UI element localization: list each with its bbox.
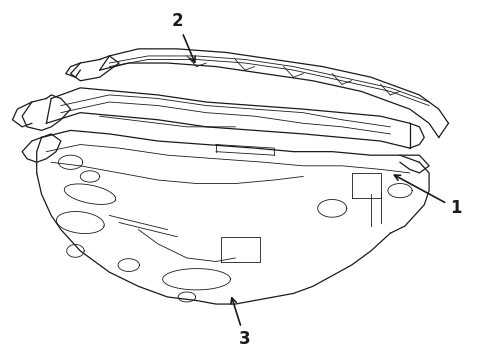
Text: 2: 2: [172, 12, 195, 62]
Text: 3: 3: [231, 298, 251, 348]
Text: 1: 1: [394, 175, 462, 217]
